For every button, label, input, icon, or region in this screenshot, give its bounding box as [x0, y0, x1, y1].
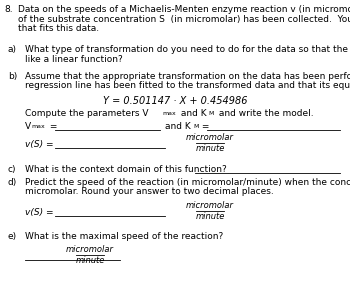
Text: minute: minute	[75, 256, 105, 265]
Text: Y = 0.501147 · X + 0.454986: Y = 0.501147 · X + 0.454986	[103, 96, 247, 106]
Text: Data on the speeds of a Michaelis-Menten enzyme reaction v (in micromolar/minute: Data on the speeds of a Michaelis-Menten…	[18, 5, 350, 14]
Text: minute: minute	[195, 212, 225, 221]
Text: M: M	[208, 111, 213, 116]
Text: that fits this data.: that fits this data.	[18, 24, 99, 33]
Text: and K: and K	[178, 109, 206, 118]
Text: e): e)	[8, 232, 17, 241]
Text: like a linear function?: like a linear function?	[25, 55, 123, 63]
Text: minute: minute	[195, 144, 225, 153]
Text: max: max	[31, 124, 45, 129]
Text: M: M	[193, 124, 198, 129]
Text: v(S) =: v(S) =	[25, 208, 54, 217]
Text: regression line has been fitted to the transformed data and that its equation is: regression line has been fitted to the t…	[25, 82, 350, 90]
Text: c): c)	[8, 165, 16, 174]
Text: a): a)	[8, 45, 17, 54]
Text: What is the maximal speed of the reaction?: What is the maximal speed of the reactio…	[25, 232, 223, 241]
Text: and K: and K	[165, 122, 191, 131]
Text: =: =	[47, 122, 57, 131]
Text: =: =	[199, 122, 209, 131]
Text: Predict the speed of the reaction (in micromolar/minute) when the concentration : Predict the speed of the reaction (in mi…	[25, 178, 350, 187]
Text: d): d)	[8, 178, 17, 187]
Text: micromolar: micromolar	[186, 133, 234, 142]
Text: micromolar: micromolar	[186, 201, 234, 210]
Text: max: max	[162, 111, 176, 116]
Text: micromolar: micromolar	[66, 245, 114, 254]
Text: of the substrate concentration S  (in micromolar) has been collected.  Your goal: of the substrate concentration S (in mic…	[18, 15, 350, 23]
Text: and write the model.: and write the model.	[216, 109, 314, 118]
Text: v(S) =: v(S) =	[25, 140, 54, 149]
Text: What is the context domain of this function?: What is the context domain of this funct…	[25, 165, 227, 174]
Text: micromolar. Round your answer to two decimal places.: micromolar. Round your answer to two dec…	[25, 188, 274, 196]
Text: What type of transformation do you need to do for the data so that the transform: What type of transformation do you need …	[25, 45, 350, 54]
Text: Compute the parameters V: Compute the parameters V	[25, 109, 148, 118]
Text: 8.: 8.	[4, 5, 13, 14]
Text: Assume that the appropriate transformation on the data has been performed and th: Assume that the appropriate transformati…	[25, 72, 350, 81]
Text: V: V	[25, 122, 31, 131]
Text: b): b)	[8, 72, 17, 81]
